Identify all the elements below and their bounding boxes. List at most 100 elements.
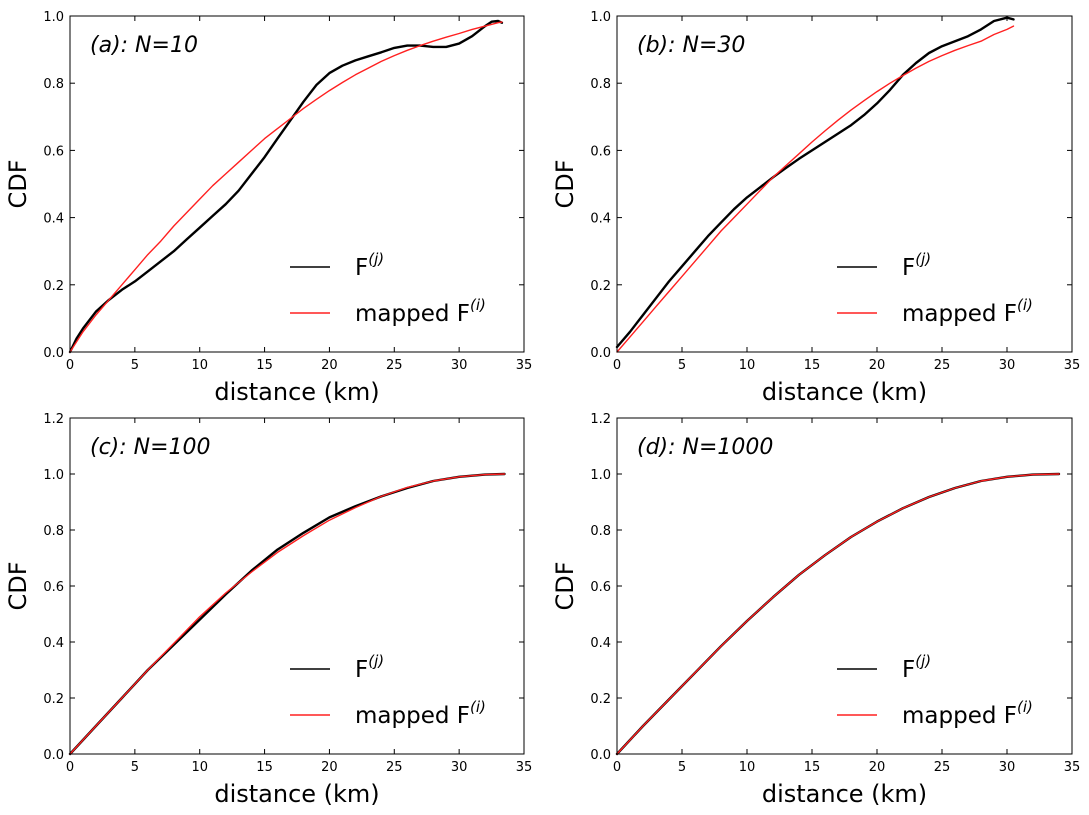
legend-label-base: mapped F bbox=[902, 301, 1017, 327]
legend-label: F(j) bbox=[355, 250, 384, 281]
x-tick-label: 0 bbox=[66, 760, 74, 775]
x-tick-label: 15 bbox=[804, 358, 821, 373]
x-tick-label: 15 bbox=[256, 358, 273, 373]
x-tick-label: 10 bbox=[739, 760, 756, 775]
y-tick-label: 0.2 bbox=[590, 692, 611, 707]
x-tick-label: 5 bbox=[131, 760, 139, 775]
y-tick-label: 1.0 bbox=[43, 468, 64, 483]
x-axis-title: distance (km) bbox=[762, 378, 927, 406]
y-axis-title: CDF bbox=[4, 159, 32, 208]
y-tick-label: 0.0 bbox=[43, 748, 64, 763]
x-tick-label: 0 bbox=[613, 358, 621, 373]
legend-label-base: mapped F bbox=[355, 301, 470, 327]
y-tick-label: 0.2 bbox=[43, 692, 64, 707]
chart-panel-a: 0 5 10 15 20 25 30 35 0.0 0.2 0.4 0.6 0.8 1.0 distance… bbox=[4, 10, 532, 406]
legend-label-superscript: (i) bbox=[1017, 296, 1033, 314]
chart-panel-c: 0 5 10 15 20 25 30 35 0.0 0.2 0.4 0.6 0.8 1.0 1.2 dista… bbox=[4, 412, 532, 808]
legend-label: mapped F(i) bbox=[902, 698, 1033, 729]
legend-label-base: mapped F bbox=[902, 703, 1017, 729]
x-tick-label: 15 bbox=[256, 760, 273, 775]
legend-label-base: F bbox=[902, 657, 915, 683]
x-tick-label: 35 bbox=[516, 760, 533, 775]
y-tick-label: 0.0 bbox=[43, 346, 64, 361]
y-tick-label: 0.8 bbox=[590, 524, 611, 539]
x-tick-label: 10 bbox=[739, 358, 756, 373]
x-tick-label: 0 bbox=[613, 760, 621, 775]
x-tick-label: 20 bbox=[321, 760, 338, 775]
x-tick-label: 20 bbox=[321, 358, 338, 373]
legend-label-base: mapped F bbox=[355, 703, 470, 729]
legend-label-base: F bbox=[355, 255, 368, 281]
y-tick-label: 0.6 bbox=[43, 580, 64, 595]
legend-label: mapped F(i) bbox=[902, 296, 1033, 327]
y-tick-label: 0.4 bbox=[590, 636, 611, 651]
series-line-f-j bbox=[68, 19, 504, 354]
legend-label: mapped F(i) bbox=[355, 296, 486, 327]
panel-label: (b): N=30 bbox=[637, 33, 745, 58]
panel-label: (c): N=100 bbox=[90, 435, 211, 460]
x-tick-label: 0 bbox=[66, 358, 74, 373]
legend-label-superscript: (i) bbox=[1017, 698, 1033, 716]
x-axis-title: distance (km) bbox=[214, 780, 379, 808]
y-tick-label: 0.2 bbox=[43, 279, 64, 294]
series-line-mapped-f-i bbox=[69, 473, 506, 755]
y-tick-label: 0.6 bbox=[590, 580, 611, 595]
x-tick-label: 35 bbox=[516, 358, 533, 373]
panel-label: (d): N=1000 bbox=[637, 435, 773, 460]
x-tick-label: 30 bbox=[451, 760, 468, 775]
legend-label-superscript: (j) bbox=[368, 652, 384, 670]
x-tick-label: 35 bbox=[1064, 760, 1081, 775]
y-tick-label: 1.0 bbox=[590, 10, 611, 25]
y-axis-title: CDF bbox=[551, 561, 579, 610]
legend-label: mapped F(i) bbox=[355, 698, 486, 729]
y-tick-label: 1.0 bbox=[43, 10, 64, 25]
x-tick-label: 30 bbox=[451, 358, 468, 373]
x-tick-label: 5 bbox=[678, 760, 686, 775]
legend-label: F(j) bbox=[902, 652, 931, 683]
y-axis-title: CDF bbox=[551, 159, 579, 208]
legend-label-superscript: (i) bbox=[470, 698, 486, 716]
x-tick-label: 20 bbox=[869, 358, 886, 373]
series-line-mapped-f-i bbox=[69, 21, 503, 353]
x-axis-title: distance (km) bbox=[762, 780, 927, 808]
x-tick-label: 20 bbox=[869, 760, 886, 775]
x-tick-label: 5 bbox=[678, 358, 686, 373]
chart-panel-b: 0 5 10 15 20 25 30 35 0.0 0.2 0.4 0.6 0.8 1.0 distance… bbox=[551, 10, 1080, 406]
legend-label-superscript: (j) bbox=[915, 652, 931, 670]
x-tick-label: 25 bbox=[386, 760, 403, 775]
y-tick-label: 0.8 bbox=[43, 77, 64, 92]
series-line-mapped-f-i bbox=[616, 473, 1060, 755]
series-line-f-j bbox=[615, 16, 1015, 349]
x-tick-label: 30 bbox=[999, 358, 1016, 373]
legend-label-superscript: (j) bbox=[915, 250, 931, 268]
plot-frame bbox=[616, 15, 1073, 353]
y-tick-label: 0.2 bbox=[590, 279, 611, 294]
y-tick-label: 0.8 bbox=[590, 77, 611, 92]
x-tick-label: 25 bbox=[386, 358, 403, 373]
x-tick-label: 10 bbox=[191, 760, 208, 775]
y-tick-label: 0.4 bbox=[43, 636, 64, 651]
y-tick-label: 0.8 bbox=[43, 524, 64, 539]
y-tick-label: 0.4 bbox=[43, 212, 64, 227]
series-line-mapped-f-i bbox=[616, 25, 1015, 353]
x-tick-label: 10 bbox=[191, 358, 208, 373]
y-tick-label: 0.0 bbox=[590, 748, 611, 763]
legend-label-base: F bbox=[902, 255, 915, 281]
y-tick-label: 1.2 bbox=[590, 412, 611, 427]
y-tick-label: 0.0 bbox=[590, 346, 611, 361]
legend-label: F(j) bbox=[902, 250, 931, 281]
legend-label-superscript: (i) bbox=[470, 296, 486, 314]
x-tick-label: 25 bbox=[934, 760, 951, 775]
x-tick-label: 35 bbox=[1064, 358, 1081, 373]
panel-label: (a): N=10 bbox=[90, 33, 198, 58]
y-tick-label: 0.4 bbox=[590, 212, 611, 227]
x-tick-label: 25 bbox=[934, 358, 951, 373]
y-tick-label: 0.6 bbox=[590, 144, 611, 159]
legend-label: F(j) bbox=[355, 652, 384, 683]
y-tick-label: 0.6 bbox=[43, 144, 64, 159]
x-tick-label: 5 bbox=[131, 358, 139, 373]
x-axis-title: distance (km) bbox=[214, 378, 379, 406]
y-tick-label: 1.0 bbox=[590, 468, 611, 483]
y-axis-title: CDF bbox=[4, 561, 32, 610]
